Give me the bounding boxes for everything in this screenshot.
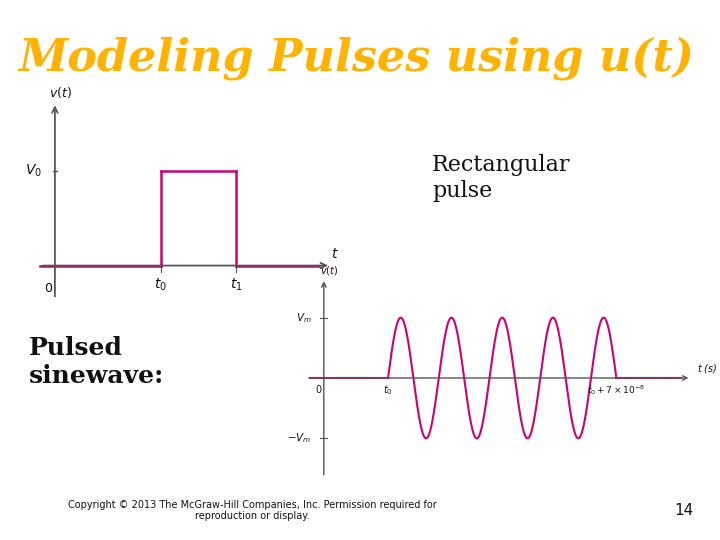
Text: $t_0$: $t_0$ (383, 383, 393, 397)
Text: $t_0 + 7 \times 10^{-8}$: $t_0 + 7 \times 10^{-8}$ (588, 383, 645, 396)
Text: $0$: $0$ (315, 383, 322, 395)
Text: $t_1$: $t_1$ (230, 276, 243, 293)
Text: Rectangular
pulse: Rectangular pulse (432, 154, 570, 202)
Text: Pulsed
sinewave:: Pulsed sinewave: (29, 336, 164, 388)
Text: $t_0$: $t_0$ (154, 276, 167, 293)
Text: $v(t)$: $v(t)$ (320, 264, 338, 277)
Text: $-V_m$: $-V_m$ (287, 431, 311, 446)
Text: $0$: $0$ (44, 282, 53, 295)
Text: 14: 14 (675, 503, 693, 518)
Text: $v(t)$: $v(t)$ (49, 85, 72, 100)
Text: Modeling Pulses using u(t): Modeling Pulses using u(t) (18, 36, 694, 80)
Text: Copyright © 2013 The McGraw-Hill Companies, Inc. Permission required for
reprodu: Copyright © 2013 The McGraw-Hill Compani… (68, 500, 436, 521)
Text: $V_0$: $V_0$ (24, 163, 42, 179)
Text: $t$: $t$ (330, 247, 338, 261)
Text: $t$ (s): $t$ (s) (697, 362, 717, 375)
Text: $V_m$: $V_m$ (296, 310, 311, 325)
